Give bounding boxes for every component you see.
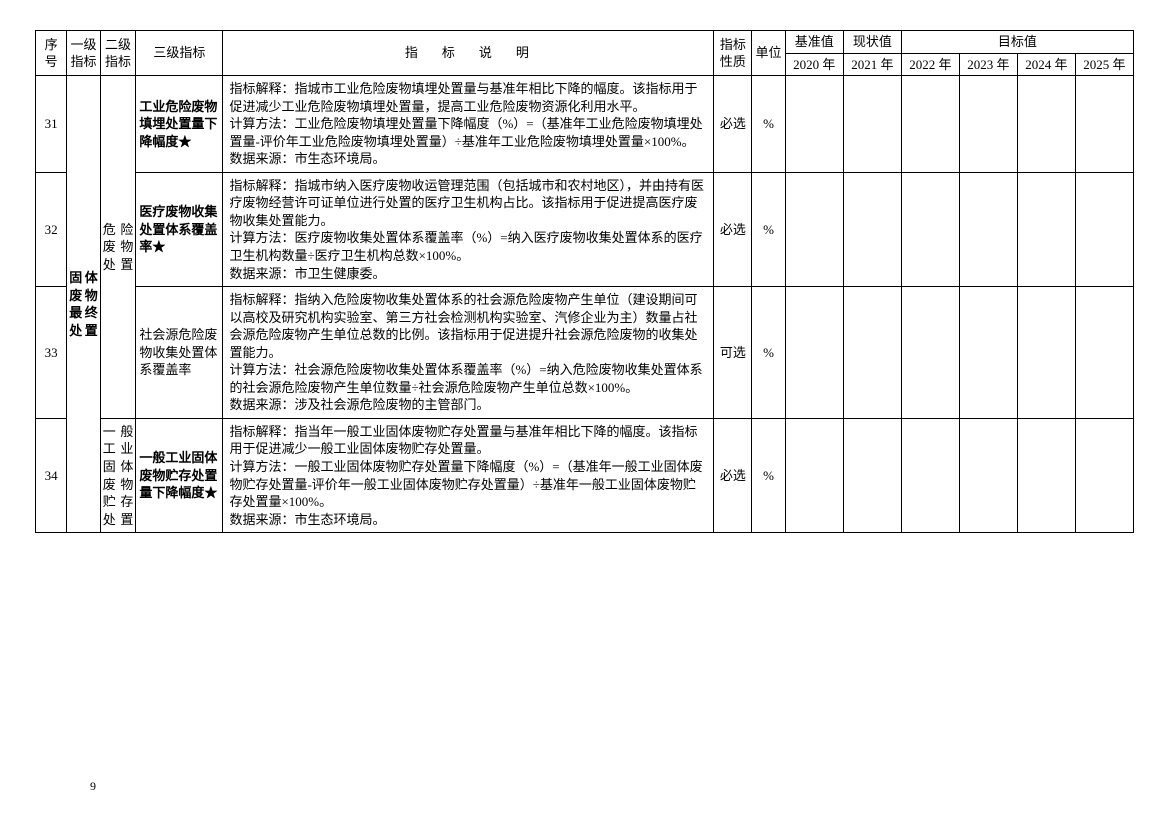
cell-level3: 医疗废物收集处置体系覆盖率★ — [136, 172, 223, 286]
header-year-2024: 2024 年 — [1017, 53, 1075, 76]
cell-2022 — [901, 418, 959, 532]
cell-seq: 34 — [36, 418, 67, 532]
cell-2021 — [843, 287, 901, 419]
cell-nature: 可选 — [714, 287, 752, 419]
cell-nature: 必选 — [714, 418, 752, 532]
header-description: 指标说明 — [223, 31, 714, 76]
cell-description: 指标解释：指城市纳入医疗废物收运管理范围（包括城市和农村地区），并由持有医疗废物… — [223, 172, 714, 286]
cell-seq: 32 — [36, 172, 67, 286]
table-row: 34 一般工业固体废物贮存处置 一般工业固体废物贮存处置量下降幅度★ 指标解释：… — [36, 418, 1134, 532]
cell-seq: 33 — [36, 287, 67, 419]
cell-2021 — [843, 172, 901, 286]
cell-2024 — [1017, 172, 1075, 286]
cell-2021 — [843, 76, 901, 173]
cell-description: 指标解释：指当年一般工业固体废物贮存处置量与基准年相比下降的幅度。该指标用于促进… — [223, 418, 714, 532]
cell-unit: % — [752, 172, 785, 286]
cell-2025 — [1075, 287, 1133, 419]
header-year-2021: 2021 年 — [843, 53, 901, 76]
cell-2025 — [1075, 76, 1133, 173]
header-level2: 二级指标 — [100, 31, 136, 76]
cell-level3: 一般工业固体废物贮存处置量下降幅度★ — [136, 418, 223, 532]
cell-2020 — [785, 172, 843, 286]
header-year-2022: 2022 年 — [901, 53, 959, 76]
indicator-table: 序号 一级指标 二级指标 三级指标 指标说明 指标性质 单位 基准值 现状值 目… — [35, 30, 1134, 533]
header-target: 目标值 — [901, 31, 1133, 54]
cell-2023 — [959, 172, 1017, 286]
header-seq: 序号 — [36, 31, 67, 76]
cell-2020 — [785, 287, 843, 419]
cell-level2-a: 危险废物处置 — [100, 76, 136, 419]
header-current: 现状值 — [843, 31, 901, 54]
cell-2022 — [901, 172, 959, 286]
document-page: 序号 一级指标 二级指标 三级指标 指标说明 指标性质 单位 基准值 现状值 目… — [0, 0, 1169, 826]
cell-seq: 31 — [36, 76, 67, 173]
cell-unit: % — [752, 418, 785, 532]
table-row: 31 固体废物最终处置 危险废物处置 工业危险废物填埋处置量下降幅度★ 指标解释… — [36, 76, 1134, 173]
cell-unit: % — [752, 287, 785, 419]
table-header: 序号 一级指标 二级指标 三级指标 指标说明 指标性质 单位 基准值 现状值 目… — [36, 31, 1134, 76]
cell-2025 — [1075, 418, 1133, 532]
cell-level2-b: 一般工业固体废物贮存处置 — [100, 418, 136, 532]
cell-level3: 社会源危险废物收集处置体系覆盖率 — [136, 287, 223, 419]
cell-2025 — [1075, 172, 1133, 286]
page-number: 9 — [90, 779, 96, 794]
cell-level3: 工业危险废物填埋处置量下降幅度★ — [136, 76, 223, 173]
header-level3: 三级指标 — [136, 31, 223, 76]
cell-2022 — [901, 287, 959, 419]
cell-nature: 必选 — [714, 76, 752, 173]
cell-nature: 必选 — [714, 172, 752, 286]
cell-unit: % — [752, 76, 785, 173]
cell-2023 — [959, 418, 1017, 532]
cell-level1: 固体废物最终处置 — [67, 76, 100, 533]
cell-2020 — [785, 418, 843, 532]
header-year-2023: 2023 年 — [959, 53, 1017, 76]
cell-2022 — [901, 76, 959, 173]
cell-2021 — [843, 418, 901, 532]
header-baseline: 基准值 — [785, 31, 843, 54]
cell-description: 指标解释：指纳入危险废物收集处置体系的社会源危险废物产生单位（建设期间可以高校及… — [223, 287, 714, 419]
cell-2024 — [1017, 76, 1075, 173]
header-year-2020: 2020 年 — [785, 53, 843, 76]
cell-2023 — [959, 287, 1017, 419]
table-row: 32 医疗废物收集处置体系覆盖率★ 指标解释：指城市纳入医疗废物收运管理范围（包… — [36, 172, 1134, 286]
cell-2023 — [959, 76, 1017, 173]
header-year-2025: 2025 年 — [1075, 53, 1133, 76]
header-unit: 单位 — [752, 31, 785, 76]
cell-2020 — [785, 76, 843, 173]
cell-2024 — [1017, 418, 1075, 532]
cell-description: 指标解释：指城市工业危险废物填埋处置量与基准年相比下降的幅度。该指标用于促进减少… — [223, 76, 714, 173]
table-body: 31 固体废物最终处置 危险废物处置 工业危险废物填埋处置量下降幅度★ 指标解释… — [36, 76, 1134, 533]
cell-2024 — [1017, 287, 1075, 419]
header-nature: 指标性质 — [714, 31, 752, 76]
header-level1: 一级指标 — [67, 31, 100, 76]
table-row: 33 社会源危险废物收集处置体系覆盖率 指标解释：指纳入危险废物收集处置体系的社… — [36, 287, 1134, 419]
